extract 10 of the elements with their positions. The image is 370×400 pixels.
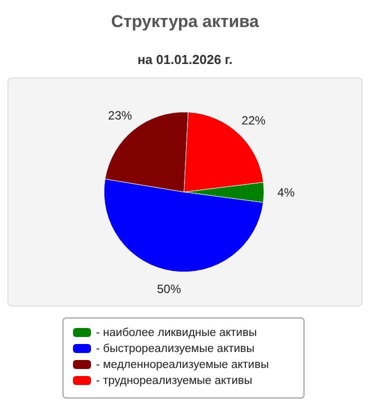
legend-label: - наиболее ликвидные активы: [96, 327, 257, 339]
legend-label: - быстрореализуемые активы: [96, 343, 255, 355]
data-label: 23%: [108, 108, 132, 123]
chart-title: Структура актива: [111, 12, 260, 31]
data-label: 22%: [242, 113, 266, 128]
legend-label: - труднореализуемые активы: [96, 375, 252, 387]
data-label: 4%: [277, 185, 295, 200]
data-label: 50%: [156, 282, 182, 296]
legend-label: - медленнореализуемые активы: [96, 359, 269, 371]
chart-subtitle: на 01.01.2026 г.: [137, 52, 233, 67]
